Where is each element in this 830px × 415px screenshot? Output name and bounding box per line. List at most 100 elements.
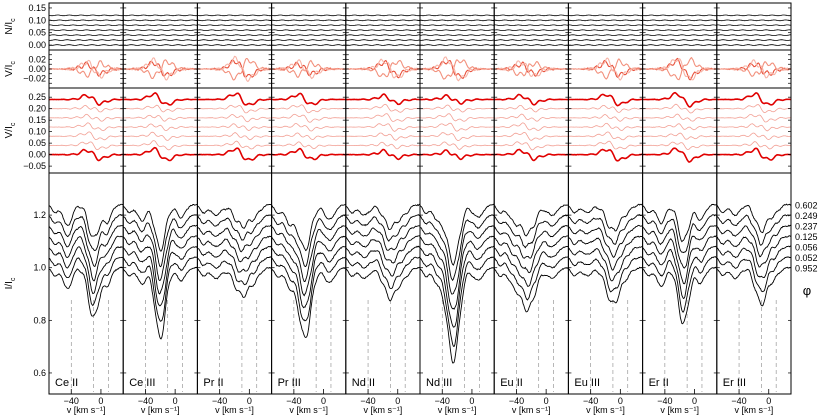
stokes-v-profile <box>642 123 717 131</box>
null-profile <box>345 39 421 41</box>
x-tick-label: −40 <box>138 396 153 406</box>
y-tick-label: 0.25 <box>28 92 46 102</box>
stokes-v-profile <box>642 91 717 108</box>
x-tick-label: −40 <box>657 396 672 406</box>
y-axis-label: I/Ic <box>4 277 17 289</box>
intensity-profile <box>345 214 421 242</box>
x-tick-label: −40 <box>509 396 524 406</box>
intensity-profile <box>197 245 272 273</box>
intensity-profile <box>568 235 643 271</box>
stokes-v-profile <box>271 113 346 123</box>
intensity-profile <box>419 203 495 266</box>
stokes-v-overlay <box>197 55 272 83</box>
stokes-v-profile <box>123 114 198 122</box>
stokes-v-profile <box>420 113 495 122</box>
intensity-profile <box>271 245 347 309</box>
x-tick-label: −40 <box>360 396 375 406</box>
y-tick-label: −0.02 <box>23 74 46 84</box>
stokes-v-profile <box>716 104 792 114</box>
panel-frame <box>642 87 718 174</box>
x-axis-label: v [km s⁻¹] <box>438 405 477 415</box>
x-axis-label: v [km s⁻¹] <box>660 405 699 415</box>
null-profile <box>642 44 717 46</box>
stokes-v-profile <box>420 122 495 132</box>
y-tick-label: 1.0 <box>33 263 46 273</box>
stokes-v-profile <box>716 132 792 141</box>
intensity-profile <box>716 214 792 246</box>
stokes-v-profile <box>420 132 495 141</box>
stokes-v-profile <box>271 122 346 132</box>
x-tick-label: −40 <box>286 396 301 406</box>
panel-frame <box>493 2 569 51</box>
stokes-v-profile <box>494 122 569 131</box>
null-profile <box>642 29 717 31</box>
stokes-v-profile <box>197 123 272 132</box>
null-profile <box>123 34 198 36</box>
null-profile <box>419 19 495 22</box>
null-profile <box>123 14 198 17</box>
panel-frame <box>493 172 569 395</box>
stokes-v-profile <box>197 132 272 141</box>
null-profile <box>642 19 717 22</box>
stokes-v-profile <box>642 141 717 151</box>
x-tick-label: 0 <box>173 396 178 406</box>
x-tick-label: −40 <box>64 396 79 406</box>
ion-label: Eu III <box>574 377 600 389</box>
null-profile <box>197 24 272 26</box>
phase-label: 0.052 <box>795 253 818 263</box>
intensity-profile <box>197 214 272 241</box>
null-profile <box>494 14 569 17</box>
stokes-v-profile <box>271 141 346 150</box>
null-profile <box>197 19 272 22</box>
ion-label: Eu II <box>500 377 523 389</box>
stokes-v-profile <box>123 131 198 141</box>
y-tick-label: 0.8 <box>33 315 46 325</box>
null-profile <box>345 24 421 26</box>
x-tick-label: −40 <box>212 396 227 406</box>
stokes-v-profile <box>568 131 643 141</box>
stokes-v-profile <box>197 92 272 106</box>
x-tick-label: 0 <box>98 396 103 406</box>
null-profile <box>716 19 792 22</box>
intensity-profile <box>419 245 495 328</box>
panel-frame <box>716 172 792 395</box>
intensity-profile <box>197 224 272 253</box>
intensity-profile <box>345 235 421 264</box>
stokes-v-overlay <box>48 59 124 79</box>
x-axis-label: v [km s⁻¹] <box>512 405 551 415</box>
null-profile <box>494 19 569 22</box>
stokes-v-profile <box>642 103 717 114</box>
phase-label: 0.602 <box>795 201 818 211</box>
stokes-v-profile <box>716 123 792 132</box>
stokes-v-profile <box>420 141 495 150</box>
null-profile <box>271 14 346 17</box>
panel-frame <box>642 2 718 51</box>
intensity-profile <box>642 235 717 285</box>
panel-frame <box>419 2 495 51</box>
phase-label: 0.125 <box>795 232 818 242</box>
null-profile <box>494 24 569 26</box>
panel-frame <box>196 87 273 174</box>
stokes-v-profile <box>419 93 495 105</box>
null-profile <box>123 44 198 46</box>
intensity-profile <box>568 224 643 259</box>
x-tick-label: −40 <box>731 396 746 406</box>
panel-frame <box>567 172 644 395</box>
intensity-profile <box>123 235 198 295</box>
stokes-v-profile <box>49 122 124 132</box>
intensity-profile <box>197 203 272 229</box>
stokes-v-profile <box>716 92 792 106</box>
x-tick-label: 0 <box>469 396 474 406</box>
stokes-v-overlay <box>271 59 347 80</box>
y-tick-label: 0.02 <box>28 55 46 65</box>
intensity-profile <box>419 235 495 310</box>
null-profile <box>345 19 421 22</box>
stokes-v-profile <box>568 93 643 107</box>
stokes-v-overlay <box>568 57 643 81</box>
y-tick-label: 0.6 <box>33 368 46 378</box>
intensity-profile <box>48 235 124 282</box>
stokes-v-profile <box>345 113 420 122</box>
null-profile <box>494 44 569 46</box>
intensity-profile <box>642 225 717 269</box>
intensity-profile <box>716 224 792 258</box>
